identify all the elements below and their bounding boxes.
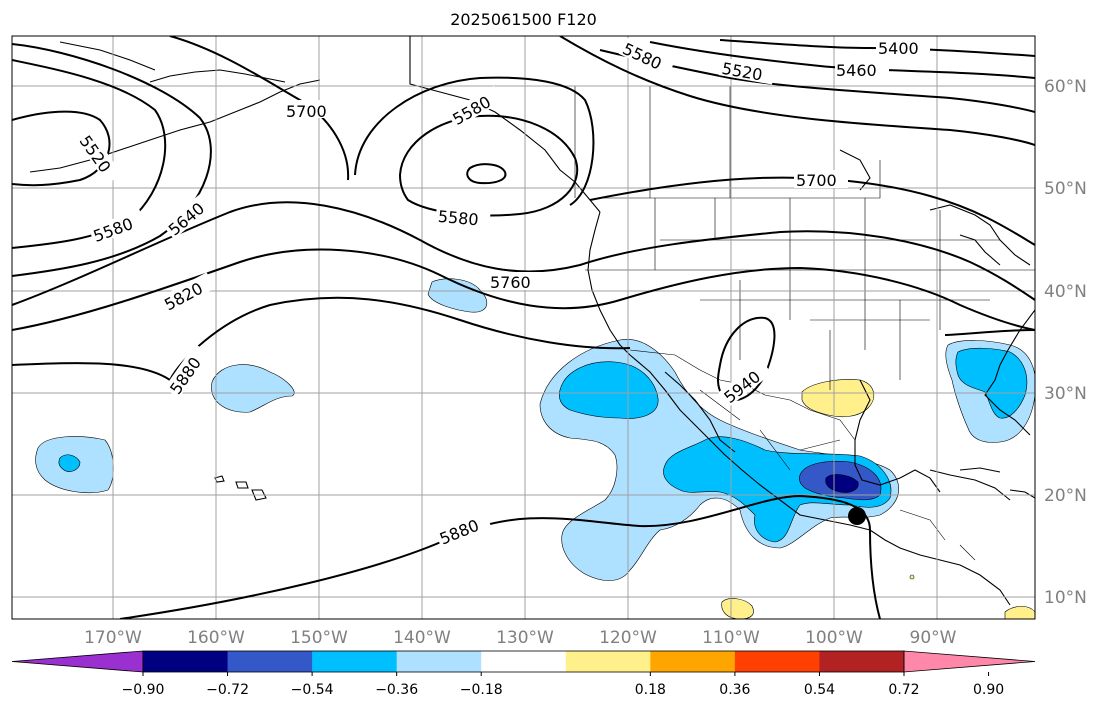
colorbar-tick-label: −0.18 bbox=[460, 682, 503, 698]
colorbar-tick-label: 0.72 bbox=[888, 682, 919, 698]
colorbar-tick-label: −0.90 bbox=[122, 682, 165, 698]
colorbar-segment bbox=[734, 651, 820, 672]
colorbar: −0.90 −0.72 −0.54 −0.36 −0.18 0.18 0.36 0.54 0.7… bbox=[11, 650, 1036, 698]
colorbar-tick-label: −0.54 bbox=[291, 682, 334, 698]
colorbar-tick-label: 0.36 bbox=[719, 682, 750, 698]
colorbar-segment bbox=[650, 651, 736, 672]
lat-label-60n: 60°N bbox=[1044, 77, 1087, 97]
map-background bbox=[12, 36, 1035, 619]
colorbar-segment bbox=[481, 651, 567, 672]
height-contours bbox=[12, 36, 1035, 619]
lon-label-160w: 160°W bbox=[187, 628, 245, 648]
colorbar-segment bbox=[565, 651, 651, 672]
colorbar-segment bbox=[312, 651, 398, 672]
lon-label-140w: 140°W bbox=[393, 628, 451, 648]
lat-label-40n: 40°N bbox=[1044, 282, 1087, 302]
colorbar-segment bbox=[396, 651, 482, 672]
storm-center-marker bbox=[848, 507, 866, 525]
contour-label-5460: 5460 bbox=[836, 61, 877, 80]
colorbar-tick-label: 0.18 bbox=[635, 682, 666, 698]
colorbar-tick-label: −0.36 bbox=[375, 682, 418, 698]
map-title: 2025061500 F120 bbox=[450, 10, 597, 29]
colorbar-segment bbox=[143, 651, 229, 672]
colorbar-segment bbox=[227, 651, 313, 672]
colorbar-extension-high bbox=[903, 650, 1036, 673]
lat-label-30n: 30°N bbox=[1044, 384, 1087, 404]
lon-label-130w: 130°W bbox=[496, 628, 554, 648]
lon-label-150w: 150°W bbox=[290, 628, 348, 648]
lon-label-120w: 120°W bbox=[599, 628, 657, 648]
map-frame bbox=[11, 35, 1036, 620]
lon-label-100w: 100°W bbox=[805, 628, 863, 648]
lon-label-90w: 90°W bbox=[910, 628, 957, 648]
colorbar-segment bbox=[819, 651, 905, 672]
colorbar-ticks: −0.90 −0.72 −0.54 −0.36 −0.18 0.18 0.36 0.54 0.7… bbox=[122, 672, 1004, 698]
colorbar-tick-label: 0.54 bbox=[804, 682, 835, 698]
colorbar-segments bbox=[11, 650, 1036, 673]
contour-label-5580-low: 5580 bbox=[437, 207, 479, 229]
longitude-labels: 170°W 160°W 150°W 140°W 130°W 120°W 110°… bbox=[84, 628, 957, 648]
lat-label-50n: 50°N bbox=[1044, 179, 1087, 199]
lat-label-10n: 10°N bbox=[1044, 588, 1087, 608]
lon-label-110w: 110°W bbox=[702, 628, 760, 648]
contour-label-5700-ridge: 5700 bbox=[796, 171, 837, 190]
latitude-labels: 60°N 50°N 40°N 30°N 20°N 10°N bbox=[1044, 77, 1087, 608]
contour-label-5760: 5760 bbox=[490, 273, 531, 292]
colorbar-extension-low bbox=[11, 650, 144, 673]
contour-label-5400: 5400 bbox=[878, 39, 919, 58]
colorbar-outline bbox=[142, 650, 905, 673]
colorbar-tick-label: −0.72 bbox=[206, 682, 249, 698]
lat-label-20n: 20°N bbox=[1044, 486, 1087, 506]
colorbar-tick-label: 0.90 bbox=[973, 682, 1004, 698]
contour-label-5700-alaska: 5700 bbox=[286, 102, 327, 121]
lon-label-170w: 170°W bbox=[84, 628, 142, 648]
